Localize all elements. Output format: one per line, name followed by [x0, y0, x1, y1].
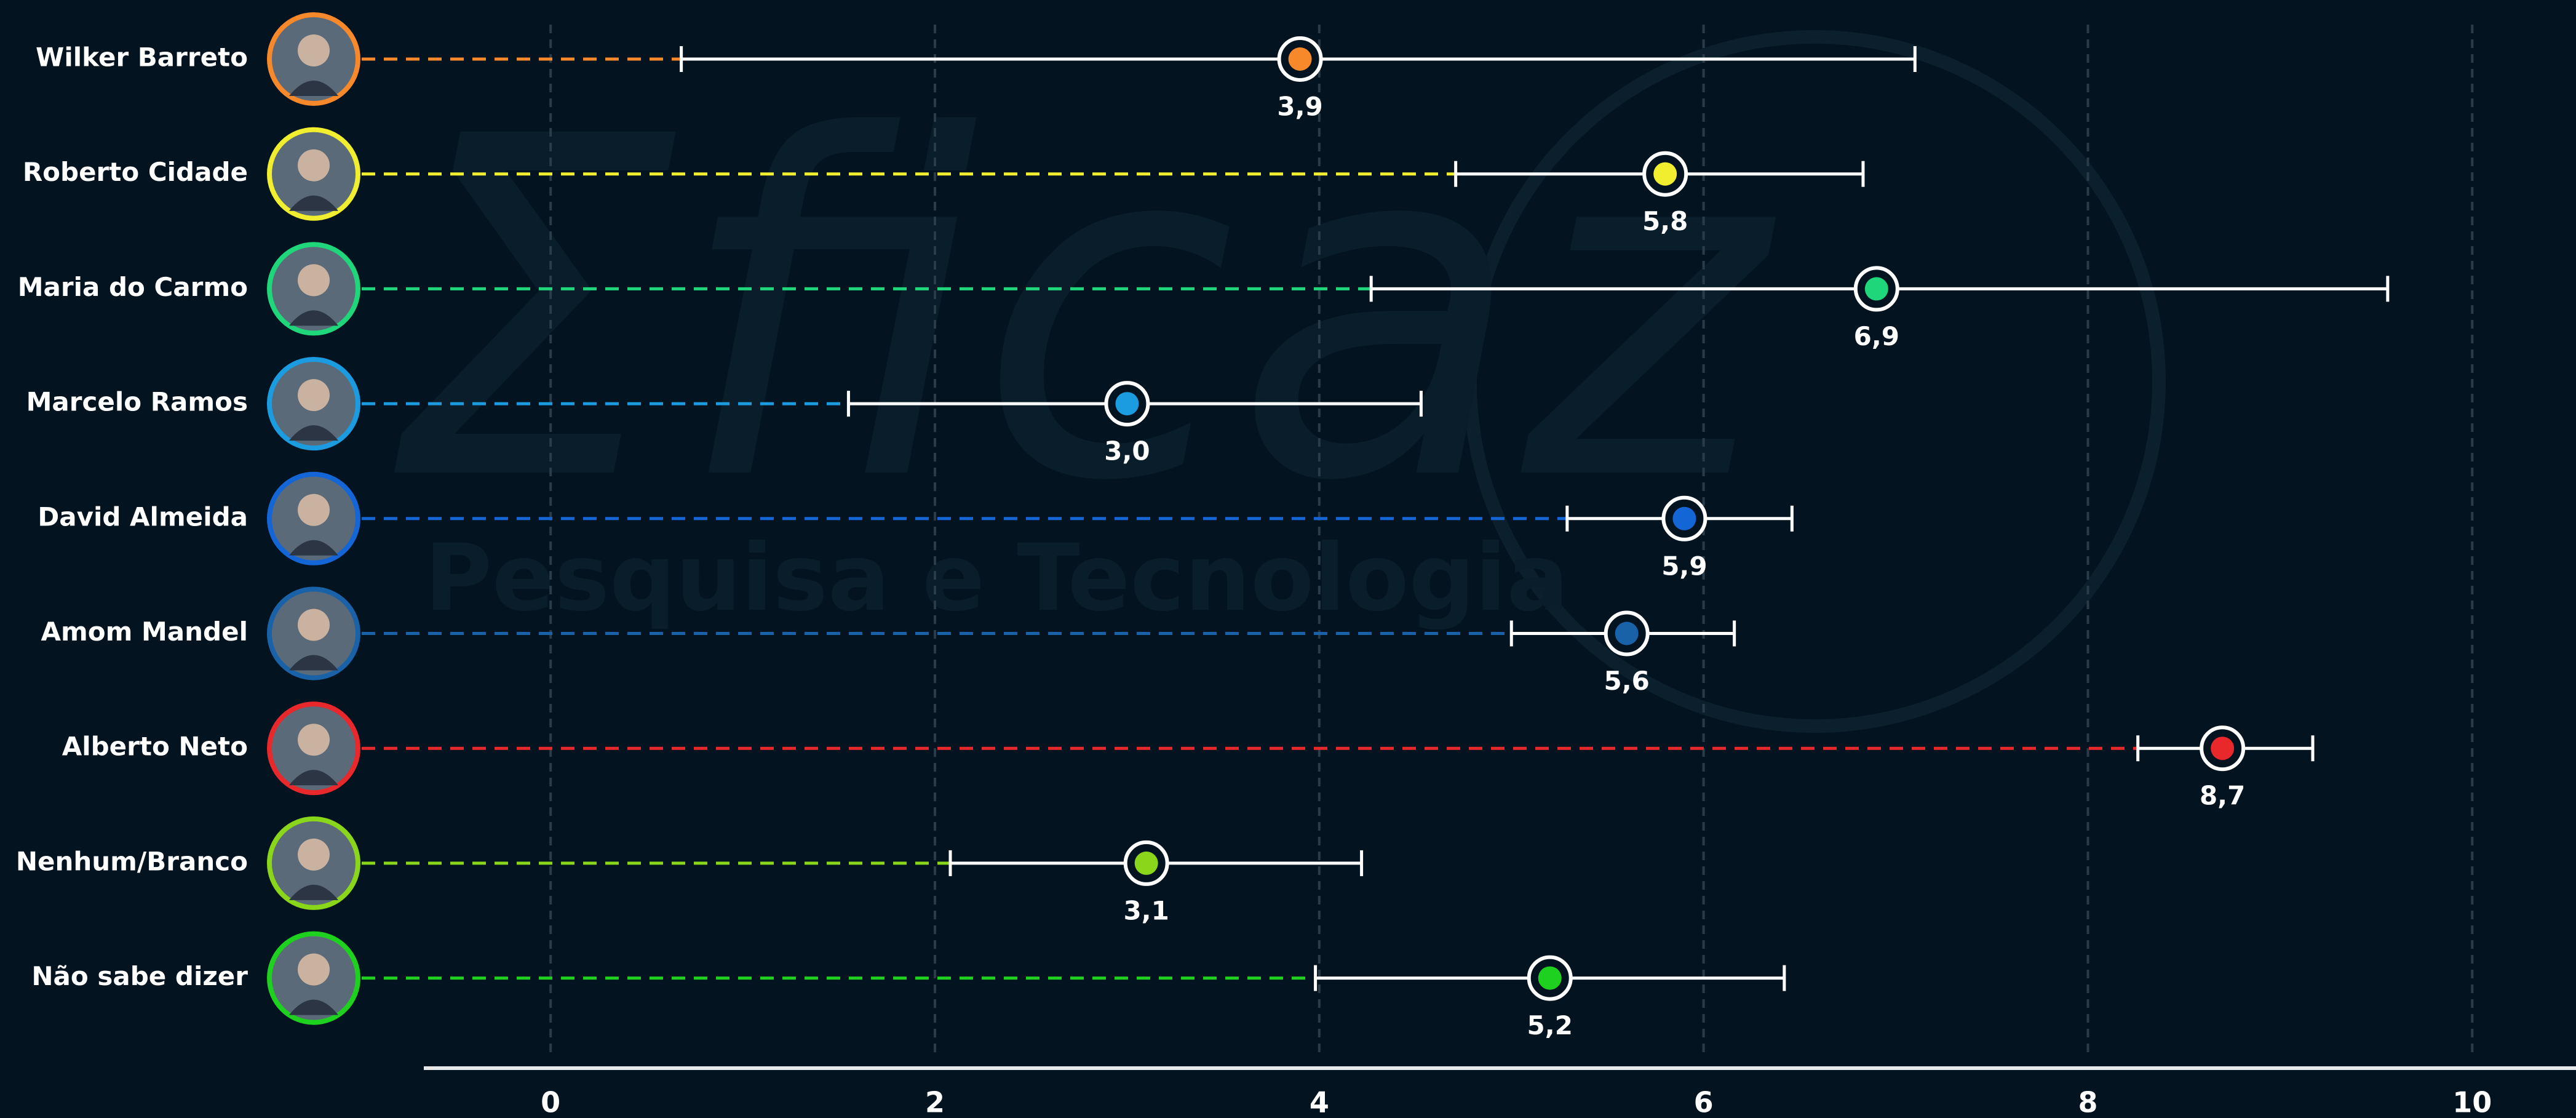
category-label: Alberto Neto: [62, 732, 248, 762]
watermark-tagline: Pesquisa e Tecnologia: [424, 525, 1569, 632]
avatar-head: [298, 379, 330, 412]
avatar-body: [289, 195, 338, 211]
x-tick-label: 10: [2452, 1086, 2492, 1118]
watermark-ring: [1463, 30, 2166, 733]
avatar-body: [289, 540, 338, 556]
avatar-body: [289, 999, 338, 1015]
point: [2211, 737, 2235, 761]
x-tick-label: 8: [2078, 1086, 2097, 1118]
value-label: 5,2: [1527, 1010, 1573, 1040]
value-label: 3,1: [1123, 895, 1169, 925]
value-label: 8,7: [2200, 781, 2245, 811]
value-label: 3,0: [1104, 436, 1150, 466]
avatar-head: [298, 609, 330, 641]
value-label: 6,9: [1854, 321, 1899, 351]
category-label: Nenhum/Branco: [16, 846, 248, 876]
point: [1115, 392, 1139, 416]
avatar-head: [298, 264, 330, 297]
avatar-head: [298, 724, 330, 756]
category-label: Wilker Barreto: [36, 42, 248, 73]
avatar-head: [298, 149, 330, 182]
category-label: David Almeida: [38, 501, 248, 532]
avatar-head: [298, 953, 330, 986]
value-label: 5,9: [1661, 551, 1707, 581]
avatar-head: [298, 838, 330, 871]
x-tick-label: 6: [1694, 1086, 1714, 1118]
category-label: Amom Mandel: [41, 617, 248, 647]
point: [1288, 47, 1312, 71]
x-tick-label: 0: [541, 1086, 560, 1118]
point: [1672, 506, 1696, 530]
avatar-body: [289, 770, 338, 786]
watermark-brand: Σficaz: [381, 39, 1778, 583]
category-label: Não sabe dizer: [31, 961, 248, 991]
point: [1653, 162, 1677, 186]
category-label: Roberto Cidade: [23, 157, 248, 187]
value-label: 5,8: [1642, 206, 1688, 236]
x-tick-label: 4: [1310, 1086, 1329, 1118]
avatar-head: [298, 34, 330, 66]
avatar-body: [289, 310, 338, 326]
x-tick-label: 2: [925, 1086, 945, 1118]
point: [1864, 277, 1888, 301]
point: [1134, 851, 1158, 875]
category-label: Marcelo Ramos: [26, 387, 248, 417]
value-label: 5,6: [1604, 666, 1649, 696]
avatar-head: [298, 493, 330, 526]
category-label: Maria do Carmo: [18, 272, 248, 302]
point: [1538, 966, 1562, 990]
avatar-body: [289, 425, 338, 441]
avatar-body: [289, 81, 338, 96]
point: [1615, 621, 1639, 645]
avatar-body: [289, 884, 338, 900]
avatar-body: [289, 655, 338, 671]
value-label: 3,9: [1277, 92, 1322, 122]
